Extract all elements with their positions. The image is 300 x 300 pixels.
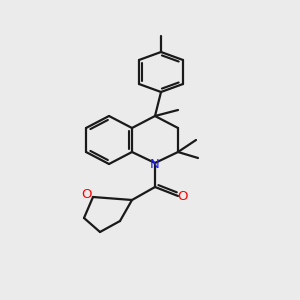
Text: O: O <box>82 188 92 202</box>
Text: N: N <box>150 158 160 170</box>
Text: O: O <box>178 190 188 202</box>
